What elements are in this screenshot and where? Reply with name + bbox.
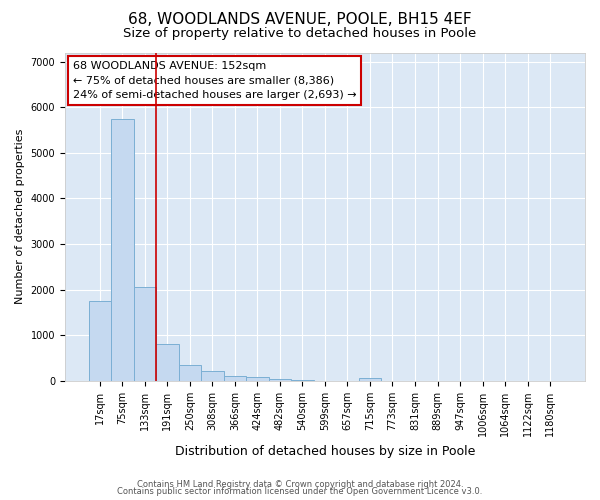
Bar bbox=[111, 118, 134, 381]
Bar bbox=[269, 379, 291, 381]
Text: Size of property relative to detached houses in Poole: Size of property relative to detached ho… bbox=[124, 28, 476, 40]
Text: 68 WOODLANDS AVENUE: 152sqm
← 75% of detached houses are smaller (8,386)
24% of : 68 WOODLANDS AVENUE: 152sqm ← 75% of det… bbox=[73, 60, 356, 100]
Y-axis label: Number of detached properties: Number of detached properties bbox=[15, 129, 25, 304]
Bar bbox=[134, 288, 156, 381]
Bar bbox=[246, 378, 269, 381]
Text: Contains HM Land Registry data © Crown copyright and database right 2024.: Contains HM Land Registry data © Crown c… bbox=[137, 480, 463, 489]
Text: Contains public sector information licensed under the Open Government Licence v3: Contains public sector information licen… bbox=[118, 487, 482, 496]
Bar bbox=[359, 378, 381, 381]
Bar bbox=[179, 364, 201, 381]
Text: 68, WOODLANDS AVENUE, POOLE, BH15 4EF: 68, WOODLANDS AVENUE, POOLE, BH15 4EF bbox=[128, 12, 472, 28]
Bar bbox=[89, 301, 111, 381]
X-axis label: Distribution of detached houses by size in Poole: Distribution of detached houses by size … bbox=[175, 444, 475, 458]
Bar bbox=[156, 344, 179, 381]
Bar bbox=[291, 380, 314, 381]
Bar bbox=[224, 376, 246, 381]
Bar bbox=[201, 371, 224, 381]
